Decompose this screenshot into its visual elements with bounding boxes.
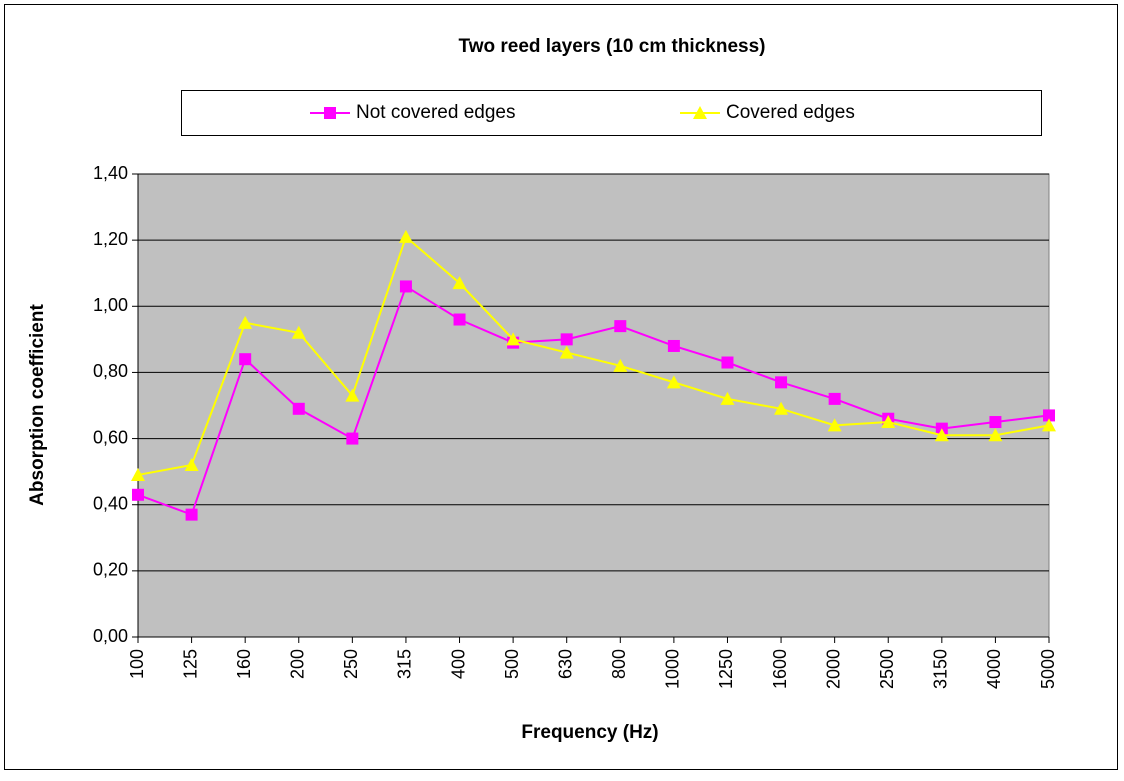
data-point [132,488,144,501]
y-tick-label: 1,00 [93,295,128,315]
data-point [1042,418,1056,432]
data-point [881,415,896,429]
x-tick-label: 250 [341,649,361,679]
x-tick-label: 1250 [716,649,736,689]
x-tick-label: 100 [127,649,147,679]
x-tick-label: 2000 [823,649,843,689]
y-tick-label: 0,00 [93,626,128,646]
data-point [613,358,628,372]
data-point [614,320,627,333]
y-axis-label: Absorption coefficient [27,304,48,506]
series-line [137,284,1050,516]
legend-marker [324,107,336,119]
series-line [137,235,1050,476]
data-point [292,402,305,415]
data-point [774,401,789,415]
x-tick-label: 1000 [663,649,683,689]
data-point [346,432,359,445]
data-point [827,418,842,432]
data-point [775,376,788,389]
legend-label: Covered edges [726,102,855,123]
x-tick-label: 200 [288,649,308,679]
data-point [560,333,573,346]
data-point [1043,409,1055,422]
y-tick-label: 0,60 [93,427,128,447]
x-tick-label: 630 [555,649,575,679]
data-point [721,356,734,369]
x-tick-label: 3150 [931,649,951,689]
data-point [667,339,680,352]
x-tick-label: 4000 [984,649,1004,689]
legend-marker [693,106,707,119]
y-tick-label: 0,80 [93,361,128,381]
x-tick-label: 315 [395,649,415,679]
data-point [988,428,1003,442]
data-point [989,416,1002,429]
data-point [185,508,198,521]
x-tick-label: 5000 [1038,649,1058,689]
data-point [720,391,735,405]
data-point [239,353,252,366]
x-tick-label: 160 [234,649,254,679]
x-tick-label: 1600 [770,649,790,689]
x-tick-label: 400 [448,649,468,679]
plot-area [137,173,1050,638]
data-point [238,315,253,329]
data-point [666,375,681,389]
data-point [184,458,199,472]
chart-title: Two reed layers (10 cm thickness) [459,36,766,57]
data-point [452,276,467,290]
y-tick-label: 1,20 [93,229,128,249]
x-tick-label: 2500 [877,649,897,689]
y-tick-label: 0,20 [93,560,128,580]
data-point [345,388,360,402]
data-point [506,332,521,346]
data-point [398,229,413,243]
data-point [399,280,412,293]
legend-label: Not covered edges [356,102,516,123]
data-point [131,467,145,481]
x-axis-label: Frequency (Hz) [521,722,658,743]
data-point [934,428,949,442]
data-point [559,345,574,359]
y-tick-label: 1,40 [93,163,128,183]
x-tick-label: 800 [609,649,629,679]
data-point [828,392,841,405]
x-tick-label: 125 [180,649,200,679]
y-tick-label: 0,40 [93,493,128,513]
data-point [291,325,306,339]
x-tick-label: 500 [502,649,522,679]
data-point [453,313,466,326]
